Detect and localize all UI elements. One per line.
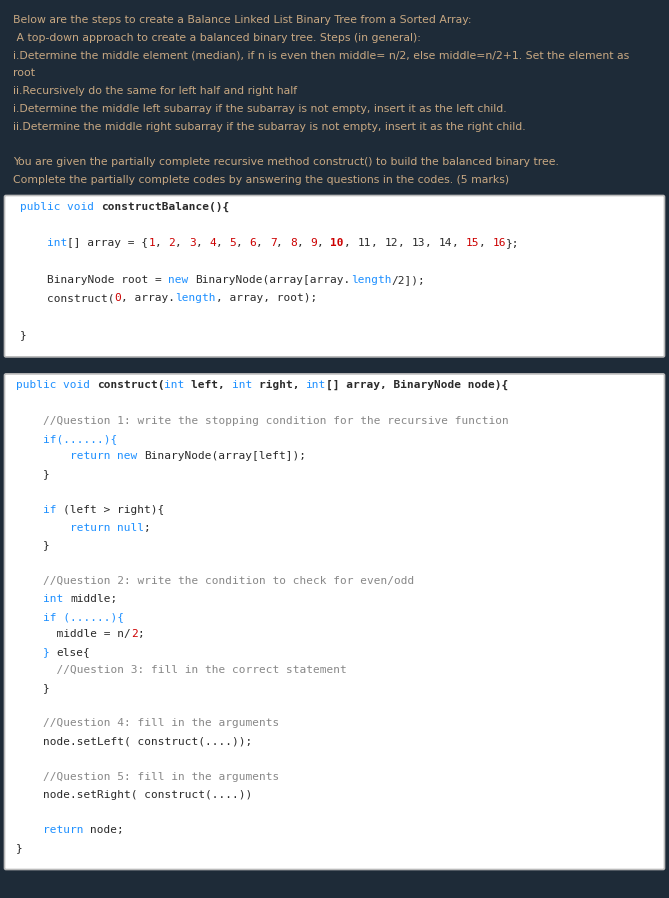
FancyBboxPatch shape — [5, 196, 664, 357]
Text: ,: , — [452, 238, 466, 249]
Text: node.setRight( construct(....)): node.setRight( construct(....)) — [16, 789, 252, 799]
Text: ,: , — [425, 238, 438, 249]
Text: ,: , — [371, 238, 385, 249]
Text: 8: 8 — [290, 238, 297, 249]
Text: construct(: construct( — [97, 380, 165, 391]
Text: [] array = {: [] array = { — [68, 238, 149, 249]
Text: 0: 0 — [114, 294, 121, 304]
Text: 6: 6 — [250, 238, 256, 249]
Text: new: new — [117, 452, 145, 462]
Text: i.Determine the middle element (median), if n is even then middle= n/2, else mid: i.Determine the middle element (median),… — [13, 50, 630, 60]
Text: /2]);: /2]); — [391, 275, 425, 285]
Text: 7: 7 — [270, 238, 276, 249]
Text: , array.: , array. — [121, 294, 175, 304]
Text: }: } — [16, 843, 23, 853]
Text: return: return — [16, 825, 90, 835]
Text: //Question 5: fill in the arguments: //Question 5: fill in the arguments — [16, 771, 279, 782]
Text: }: } — [16, 682, 50, 692]
Text: ,: , — [276, 238, 290, 249]
Text: }: } — [16, 647, 56, 657]
Text: 5: 5 — [229, 238, 236, 249]
Text: int: int — [16, 594, 70, 603]
Text: void: void — [64, 380, 97, 391]
Text: 14: 14 — [438, 238, 452, 249]
Text: ,: , — [317, 238, 330, 249]
Text: 2: 2 — [169, 238, 175, 249]
Text: You are given the partially complete recursive method construct() to build the b: You are given the partially complete rec… — [13, 157, 559, 167]
Text: root: root — [13, 68, 35, 78]
Text: 15: 15 — [466, 238, 479, 249]
Text: construct(: construct( — [20, 294, 114, 304]
Text: public: public — [20, 202, 68, 212]
Text: ii.Determine the middle right subarray if the subarray is not empty, insert it a: ii.Determine the middle right subarray i… — [13, 122, 526, 132]
Text: node.setLeft( construct(....));: node.setLeft( construct(....)); — [16, 736, 252, 746]
Text: if (......){: if (......){ — [16, 612, 124, 621]
Text: constructBalance(){: constructBalance(){ — [101, 202, 229, 212]
Text: //Question 2: write the condition to check for even/odd: //Question 2: write the condition to che… — [16, 576, 414, 586]
Text: ,: , — [297, 238, 310, 249]
Text: middle;: middle; — [70, 594, 117, 603]
Text: ,: , — [479, 238, 492, 249]
Text: }: } — [16, 469, 50, 480]
Text: BinaryNode root: BinaryNode root — [20, 275, 155, 285]
Text: int: int — [20, 238, 68, 249]
Text: int: int — [165, 380, 191, 391]
Text: int: int — [232, 380, 259, 391]
Text: if(......){: if(......){ — [16, 434, 117, 444]
Text: ,: , — [215, 238, 229, 249]
Text: null: null — [117, 523, 145, 533]
Text: ,: , — [344, 238, 357, 249]
Text: //Question 3: fill in the correct statement: //Question 3: fill in the correct statem… — [16, 665, 347, 675]
Text: 4: 4 — [209, 238, 215, 249]
Text: }: } — [16, 541, 50, 550]
Text: 3: 3 — [189, 238, 195, 249]
FancyBboxPatch shape — [5, 374, 664, 869]
Text: ;: ; — [138, 629, 145, 639]
Text: length: length — [175, 294, 215, 304]
Text: [] array, BinaryNode node){: [] array, BinaryNode node){ — [326, 380, 508, 391]
Text: else{: else{ — [56, 647, 90, 657]
Text: ,: , — [155, 238, 169, 249]
Text: , array, root);: , array, root); — [215, 294, 317, 304]
Text: public: public — [16, 380, 64, 391]
Text: ,: , — [256, 238, 270, 249]
Text: //Question 4: fill in the arguments: //Question 4: fill in the arguments — [16, 718, 279, 728]
Text: ,: , — [236, 238, 250, 249]
Text: 10: 10 — [330, 238, 344, 249]
Text: new: new — [169, 275, 195, 285]
Text: =: = — [155, 275, 169, 285]
Text: left,: left, — [191, 380, 232, 391]
Text: node;: node; — [90, 825, 124, 835]
Text: right,: right, — [259, 380, 306, 391]
Text: middle = n/: middle = n/ — [16, 629, 130, 639]
Text: ,: , — [195, 238, 209, 249]
Text: 2: 2 — [130, 629, 138, 639]
Text: };: }; — [506, 238, 520, 249]
Text: ,: , — [398, 238, 411, 249]
Text: A top-down approach to create a balanced binary tree. Steps (in general):: A top-down approach to create a balanced… — [13, 33, 421, 43]
Text: 12: 12 — [385, 238, 398, 249]
Text: ,: , — [175, 238, 189, 249]
Text: return: return — [16, 523, 117, 533]
Text: return: return — [16, 452, 117, 462]
Text: BinaryNode(array[array.: BinaryNode(array[array. — [195, 275, 351, 285]
Text: void: void — [68, 202, 101, 212]
Text: 13: 13 — [411, 238, 425, 249]
Text: 9: 9 — [310, 238, 317, 249]
Text: ii.Recursively do the same for left half and right half: ii.Recursively do the same for left half… — [13, 86, 297, 96]
Text: }: } — [20, 330, 27, 340]
Text: BinaryNode(array[left]);: BinaryNode(array[left]); — [145, 452, 306, 462]
Text: 11: 11 — [357, 238, 371, 249]
Text: //Question 1: write the stopping condition for the recursive function: //Question 1: write the stopping conditi… — [16, 416, 508, 426]
Text: Complete the partially complete codes by answering the questions in the codes. (: Complete the partially complete codes by… — [13, 175, 509, 185]
Text: 16: 16 — [492, 238, 506, 249]
Text: int: int — [306, 380, 326, 391]
Text: Below are the steps to create a Balance Linked List Binary Tree from a Sorted Ar: Below are the steps to create a Balance … — [13, 15, 472, 25]
Text: 1: 1 — [149, 238, 155, 249]
Text: (left > right){: (left > right){ — [64, 505, 165, 515]
Text: i.Determine the middle left subarray if the subarray is not empty, insert it as : i.Determine the middle left subarray if … — [13, 104, 506, 114]
Text: if: if — [16, 505, 64, 515]
Text: length: length — [351, 275, 391, 285]
Text: ;: ; — [145, 523, 151, 533]
